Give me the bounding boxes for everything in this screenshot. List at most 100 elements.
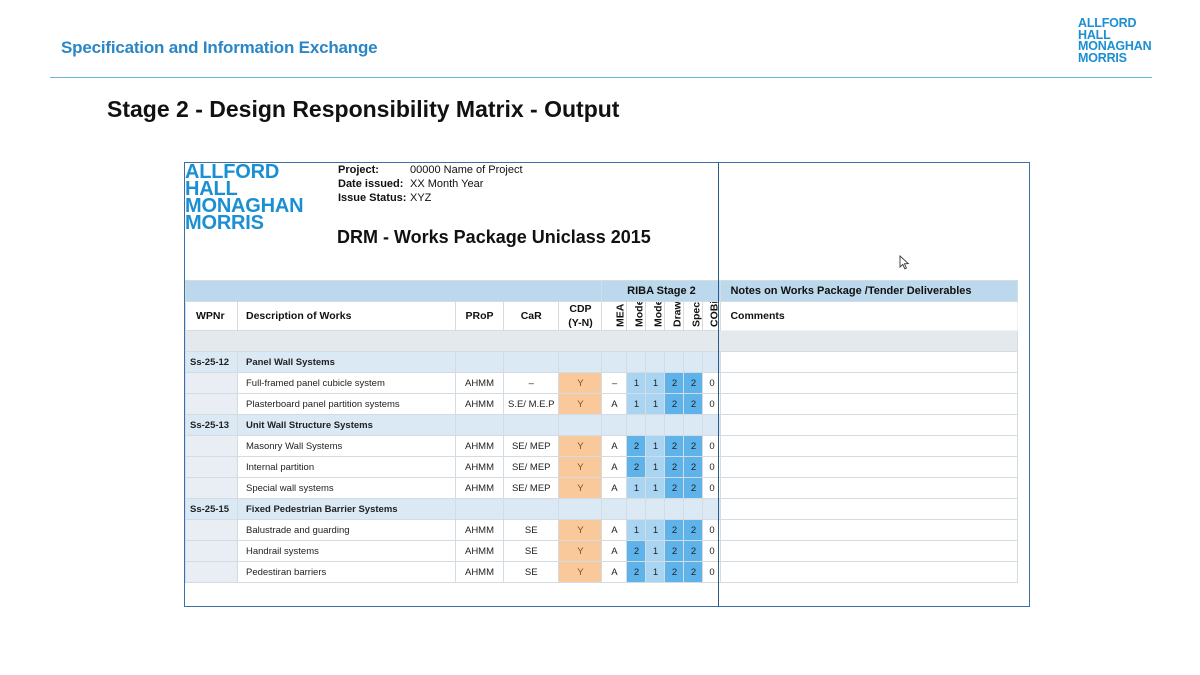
mea-cell: A: [601, 477, 628, 499]
notes-cell: [720, 372, 1019, 394]
header-divider: [50, 77, 1152, 78]
group-empty-cell: [502, 351, 560, 373]
description-cell: Special wall systems: [237, 477, 456, 499]
mea-header: MEA: [601, 301, 627, 331]
group-empty-cell: [455, 414, 504, 436]
status-label: Issue Status:: [338, 192, 407, 204]
spec-loi-cell: 2: [683, 372, 704, 394]
table-row: Full-framed panel cubicle system AHMM – Y –1…: [185, 372, 1019, 394]
model-lod-cell: 2: [626, 435, 647, 457]
group-empty-cell: [502, 498, 560, 520]
notes-cell: [720, 498, 1019, 520]
car-header: CaR: [502, 301, 560, 331]
column-header-row: WPNr Description of Works PRoP CaR CDP (…: [185, 301, 1019, 331]
prop-cell: AHMM: [455, 435, 504, 457]
drawing-lod-cell: 2: [664, 393, 685, 415]
mea-cell: A: [601, 393, 628, 415]
description-cell: Internal partition: [237, 456, 456, 478]
slide-heading: Stage 2 - Design Responsibility Matrix -…: [107, 96, 620, 122]
brand-logo-line: HALL: [1078, 27, 1111, 42]
table-row: Pedestiran barriers AHMM SE Y A 2 1 2 2 0: [185, 561, 1019, 583]
group-empty-cell: [626, 414, 647, 436]
spec-loi-cell: 2: [683, 456, 704, 478]
notes-cell: [720, 477, 1019, 499]
group-empty-cell: [558, 414, 603, 436]
group-empty-cell: [455, 351, 504, 373]
group-empty-cell: [558, 351, 603, 373]
prop-header: PRoP: [455, 301, 504, 331]
date-value: XX Month Year: [410, 178, 484, 190]
cdp-cell: Y: [558, 540, 603, 562]
cdp-header: CDP (Y-N): [558, 301, 603, 331]
spec-loi-cell: 2: [683, 519, 704, 541]
spec-loi-header: Spec LOI: [683, 301, 703, 331]
wpnr-header: WPNr: [185, 301, 238, 331]
riba-stage-header: RIBA Stage 2: [601, 280, 722, 302]
wpnr-cell: [185, 561, 238, 583]
drawing-lod-cell: 2: [664, 540, 685, 562]
document-logo-line: MORRIS: [185, 212, 264, 234]
car-cell: SE: [502, 561, 560, 583]
brand-logo-line: MORRIS: [1078, 50, 1127, 65]
group-row: Ss-25-15 Fixed Pedestrian Barrier Systems: [185, 498, 1019, 520]
table-row: Handrail systems AHMM SE Y A 2 1 2 2 0: [185, 540, 1019, 562]
table-row: Masonry Wall Systems AHMM SE/ MEP Y A 2 1 2 2 0: [185, 435, 1019, 457]
document-title: DRM - Works Package Uniclass 2015: [337, 227, 651, 247]
model-lod-cell: 2: [626, 561, 647, 583]
notes-header: Notes on Works Package /Tender Deliverab…: [720, 280, 1019, 302]
car-cell: S.E/ M.E.P: [502, 393, 560, 415]
drawing-lod-cell: 2: [664, 435, 685, 457]
project-meta: Project: 00000 Name of Project Date issue…: [338, 163, 523, 205]
mea-cell: A: [601, 519, 628, 541]
table-row: Internal partition AHMM SE/ MEP Y A 2 1 2 2 0: [185, 456, 1019, 478]
group-title-cell: Panel Wall Systems: [237, 351, 456, 373]
drm-table: RIBA Stage 2 Notes on Works Package /Ten…: [185, 280, 1019, 583]
drm-document: ALLFORD HALL MONAGHAN MORRIS Project: 000…: [184, 162, 1030, 607]
notes-cell: [720, 351, 1019, 373]
spec-loi-cell: 2: [683, 393, 704, 415]
document-logo-line: HALL: [185, 178, 238, 200]
group-row: Ss-25-12 Panel Wall Systems: [185, 351, 1019, 373]
description-cell: Pedestiran barriers: [237, 561, 456, 583]
notes-cell: [720, 456, 1019, 478]
drawing-lod-cell: 2: [664, 561, 685, 583]
model-loi-cell: 1: [645, 393, 666, 415]
description-header: Description of Works: [237, 301, 456, 331]
model-loi-cell: 1: [645, 477, 666, 499]
group-empty-cell: [664, 414, 685, 436]
brand-logo: ALLFORD HALL MONAGHAN MORRIS: [1078, 17, 1152, 65]
description-cell: Handrail systems: [237, 540, 456, 562]
wpnr-cell: Ss-25-12: [185, 351, 238, 373]
cdp-cell: Y: [558, 456, 603, 478]
wpnr-cell: Ss-25-13: [185, 414, 238, 436]
cdp-cell: Y: [558, 519, 603, 541]
description-cell: Full-framed panel cubicle system: [237, 372, 456, 394]
group-empty-cell: [626, 498, 647, 520]
group-title-cell: Fixed Pedestrian Barrier Systems: [237, 498, 456, 520]
prop-cell: AHMM: [455, 393, 504, 415]
group-empty-cell: [502, 414, 560, 436]
notes-cell: [720, 435, 1019, 457]
cdp-cell: Y: [558, 372, 603, 394]
car-cell: –: [502, 372, 560, 394]
group-empty-cell: [683, 414, 704, 436]
group-empty-cell: [645, 351, 666, 373]
document-logo-line: MONAGHAN: [185, 195, 304, 217]
spec-loi-cell: 2: [683, 561, 704, 583]
group-empty-cell: [645, 498, 666, 520]
comments-header: Comments: [720, 301, 1019, 331]
group-empty-cell: [683, 351, 704, 373]
car-cell: SE/ MEP: [502, 435, 560, 457]
model-loi-header: Model LOI: [645, 301, 665, 331]
drawing-lod-header: Drawing LOD: [664, 301, 684, 331]
group-empty-cell: [601, 351, 628, 373]
cdp-cell: Y: [558, 477, 603, 499]
notes-cell: [720, 393, 1019, 415]
group-empty-cell: [664, 351, 685, 373]
model-lod-cell: 1: [626, 372, 647, 394]
group-empty-cell: [601, 414, 628, 436]
group-empty-cell: [645, 414, 666, 436]
drawing-lod-cell: 2: [664, 477, 685, 499]
prop-cell: AHMM: [455, 519, 504, 541]
wpnr-cell: [185, 393, 238, 415]
